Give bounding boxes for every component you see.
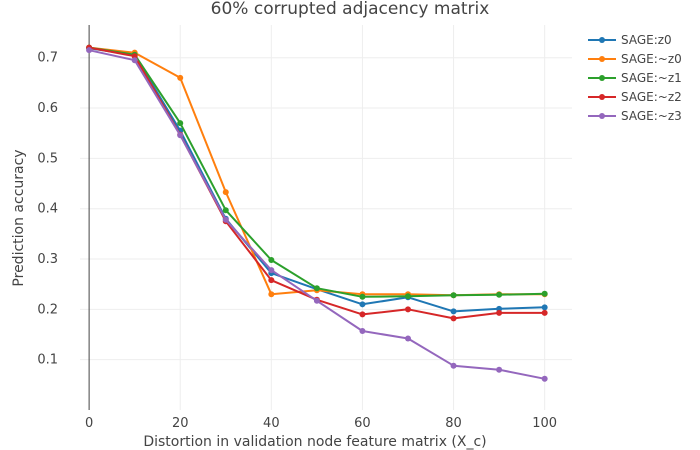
data-point — [268, 267, 275, 274]
data-point — [131, 57, 138, 64]
y-tick-label: 0.2 — [37, 302, 58, 317]
legend-label: SAGE:~z0 — [621, 52, 682, 66]
legend-swatch-marker — [599, 75, 605, 81]
data-point — [177, 74, 184, 81]
data-point — [268, 291, 275, 298]
series-sage-z1 — [86, 44, 548, 300]
data-point — [359, 311, 366, 318]
legend-item[interactable]: SAGE:z0 — [588, 33, 672, 47]
y-tick-label: 0.5 — [37, 151, 58, 166]
x-tick-label: 80 — [445, 416, 462, 431]
series-line — [88, 49, 545, 380]
x-tick-label: 20 — [172, 416, 189, 431]
x-tick-label: 0 — [85, 416, 93, 431]
series-sage-z0 — [86, 44, 548, 299]
data-point — [405, 335, 411, 342]
x-tick-label: 40 — [263, 416, 280, 431]
data-point — [405, 306, 411, 313]
y-axis-ticks: 0.1 0.2 0.3 0.4 0.5 0.6 0.7 — [37, 51, 58, 368]
data-point — [313, 297, 320, 304]
data-point — [541, 375, 548, 382]
x-axis-title: Distortion in validation node feature ma… — [143, 434, 486, 450]
data-point — [313, 285, 320, 292]
y-tick-label: 0.1 — [37, 353, 58, 368]
data-point — [496, 291, 503, 298]
legend-label: SAGE:~z2 — [621, 90, 682, 104]
chart-title: 60% corrupted adjacency matrix — [211, 0, 490, 19]
data-point — [541, 304, 548, 311]
data-point — [450, 315, 457, 322]
legend-swatch-marker — [599, 113, 605, 119]
y-tick-label: 0.4 — [37, 202, 58, 217]
data-point — [359, 293, 366, 300]
legend-label: SAGE:~z3 — [621, 109, 682, 123]
x-tick-label: 60 — [354, 416, 371, 431]
legend-swatch-marker — [599, 37, 605, 43]
series-sage-z3 — [86, 47, 548, 382]
data-point — [359, 327, 366, 334]
data-point — [405, 293, 411, 300]
x-axis-ticks: 0 20 40 60 80 100 — [85, 416, 557, 431]
series-layer — [86, 44, 548, 382]
legend-label: SAGE:z0 — [621, 33, 672, 47]
legend[interactable]: SAGE:z0 SAGE:~z0 SAGE:~z1 SAGE:~z2 SAGE:~z3 — [588, 33, 682, 123]
data-point — [496, 309, 503, 316]
y-tick-label: 0.6 — [37, 101, 58, 116]
data-point — [541, 309, 548, 316]
legend-item[interactable]: SAGE:~z1 — [588, 71, 682, 85]
legend-swatch-marker — [599, 56, 605, 62]
data-point — [450, 292, 457, 299]
data-point — [222, 207, 229, 214]
y-tick-label: 0.3 — [37, 252, 58, 267]
x-tick-label: 100 — [532, 416, 557, 431]
legend-item[interactable]: SAGE:~z3 — [588, 109, 682, 123]
data-point — [268, 277, 275, 284]
y-axis-title: Prediction accuracy — [11, 149, 27, 286]
data-point — [222, 189, 229, 196]
data-point — [450, 308, 457, 315]
legend-item[interactable]: SAGE:~z2 — [588, 90, 682, 104]
y-tick-label: 0.7 — [37, 51, 58, 66]
legend-swatch-marker — [599, 94, 605, 100]
legend-item[interactable]: SAGE:~z0 — [588, 52, 682, 66]
data-point — [86, 47, 93, 54]
data-point — [359, 301, 366, 308]
data-point — [177, 132, 184, 139]
data-point — [268, 257, 275, 264]
legend-label: SAGE:~z1 — [621, 71, 682, 85]
data-point — [541, 290, 548, 297]
data-point — [450, 362, 457, 369]
data-point — [222, 216, 229, 223]
data-point — [177, 120, 184, 127]
gridlines — [80, 25, 572, 410]
data-point — [496, 366, 503, 373]
series-line — [88, 46, 545, 297]
